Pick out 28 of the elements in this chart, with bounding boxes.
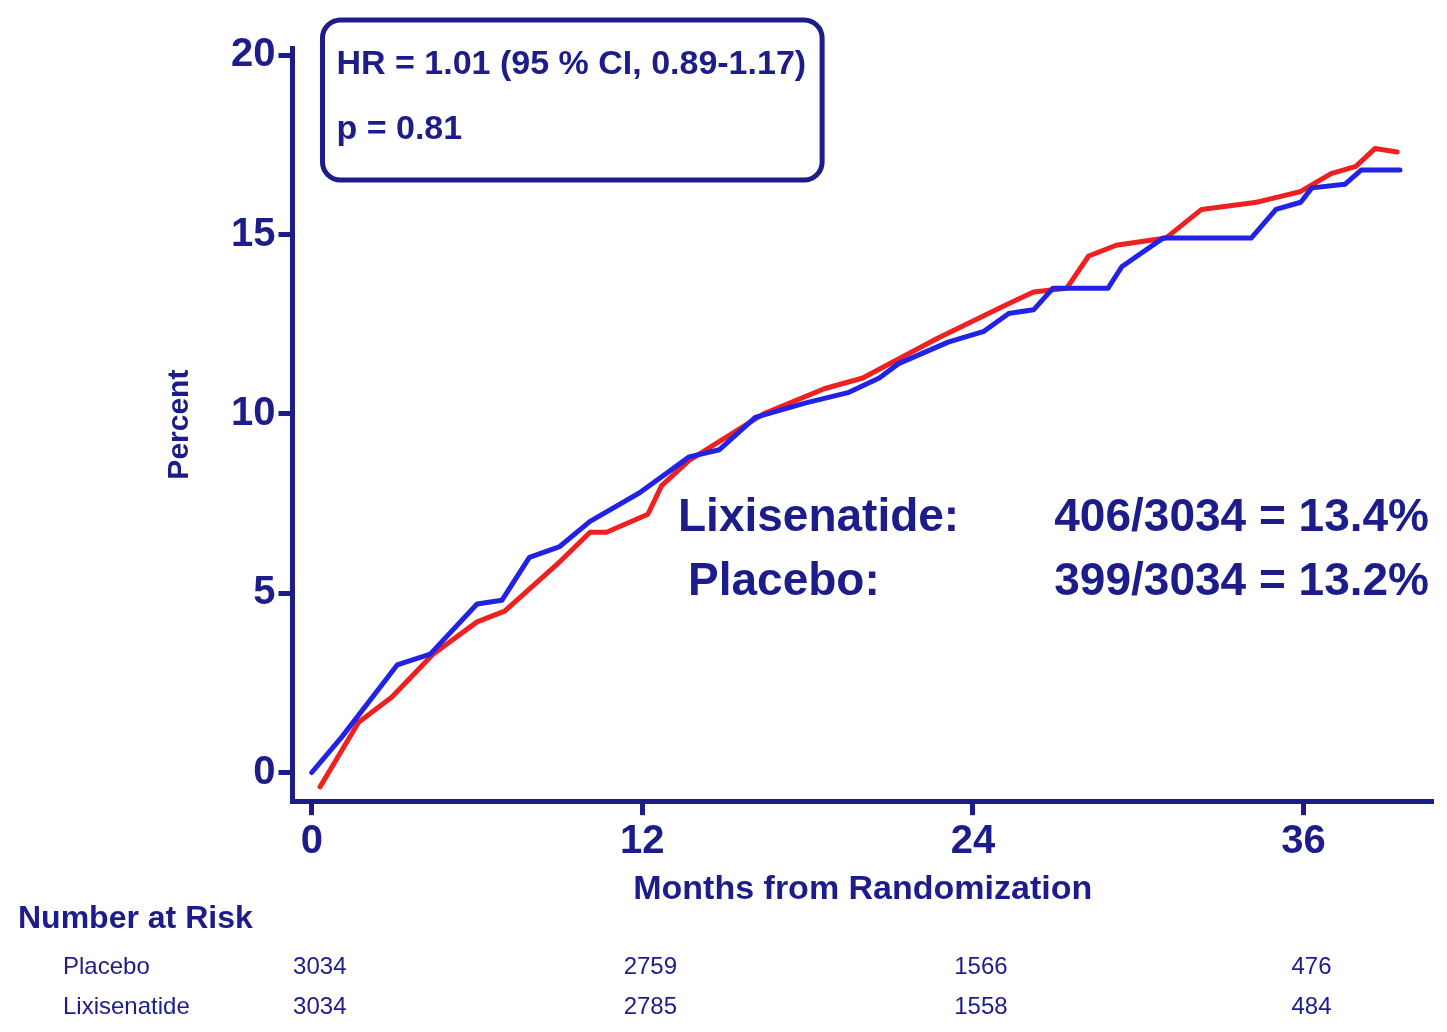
annotation: Placebo:	[688, 553, 880, 606]
text: 2759	[623, 951, 678, 979]
annotation: 399/3034 = 13.2%	[1054, 553, 1429, 606]
text: 2785	[623, 991, 678, 1019]
text: 476	[1291, 951, 1332, 979]
annotation: p = 0.81	[336, 108, 463, 147]
text: 3034	[293, 951, 347, 979]
annotation: Lixisenatide:	[678, 488, 960, 541]
text: Number at Risk	[18, 899, 253, 936]
x-tick-label: 0	[300, 817, 323, 862]
y-tick-label: 15	[230, 209, 276, 254]
annotation: 406/3034 = 13.4%	[1054, 488, 1429, 541]
x-tick-label: 36	[1281, 817, 1326, 862]
text: 484	[1291, 991, 1332, 1019]
text: Lixisenatide	[63, 991, 190, 1019]
x-tick-label: 24	[950, 817, 996, 862]
text: 1558	[954, 991, 1008, 1019]
y-tick-label: 5	[253, 568, 276, 613]
y-tick-label: 10	[230, 388, 276, 433]
text: Placebo	[63, 951, 150, 979]
y-tick-label: 20	[230, 30, 276, 75]
y-tick-label: 0	[253, 747, 276, 792]
text: 1566	[954, 951, 1008, 979]
x-axis-title: Months from Randomization	[633, 867, 1093, 906]
text: 3034	[293, 991, 347, 1019]
x-tick-label: 12	[620, 817, 665, 862]
y-axis-title: Percent	[161, 369, 195, 480]
annotation: HR = 1.01 (95 % CI, 0.89-1.17)	[336, 43, 807, 82]
